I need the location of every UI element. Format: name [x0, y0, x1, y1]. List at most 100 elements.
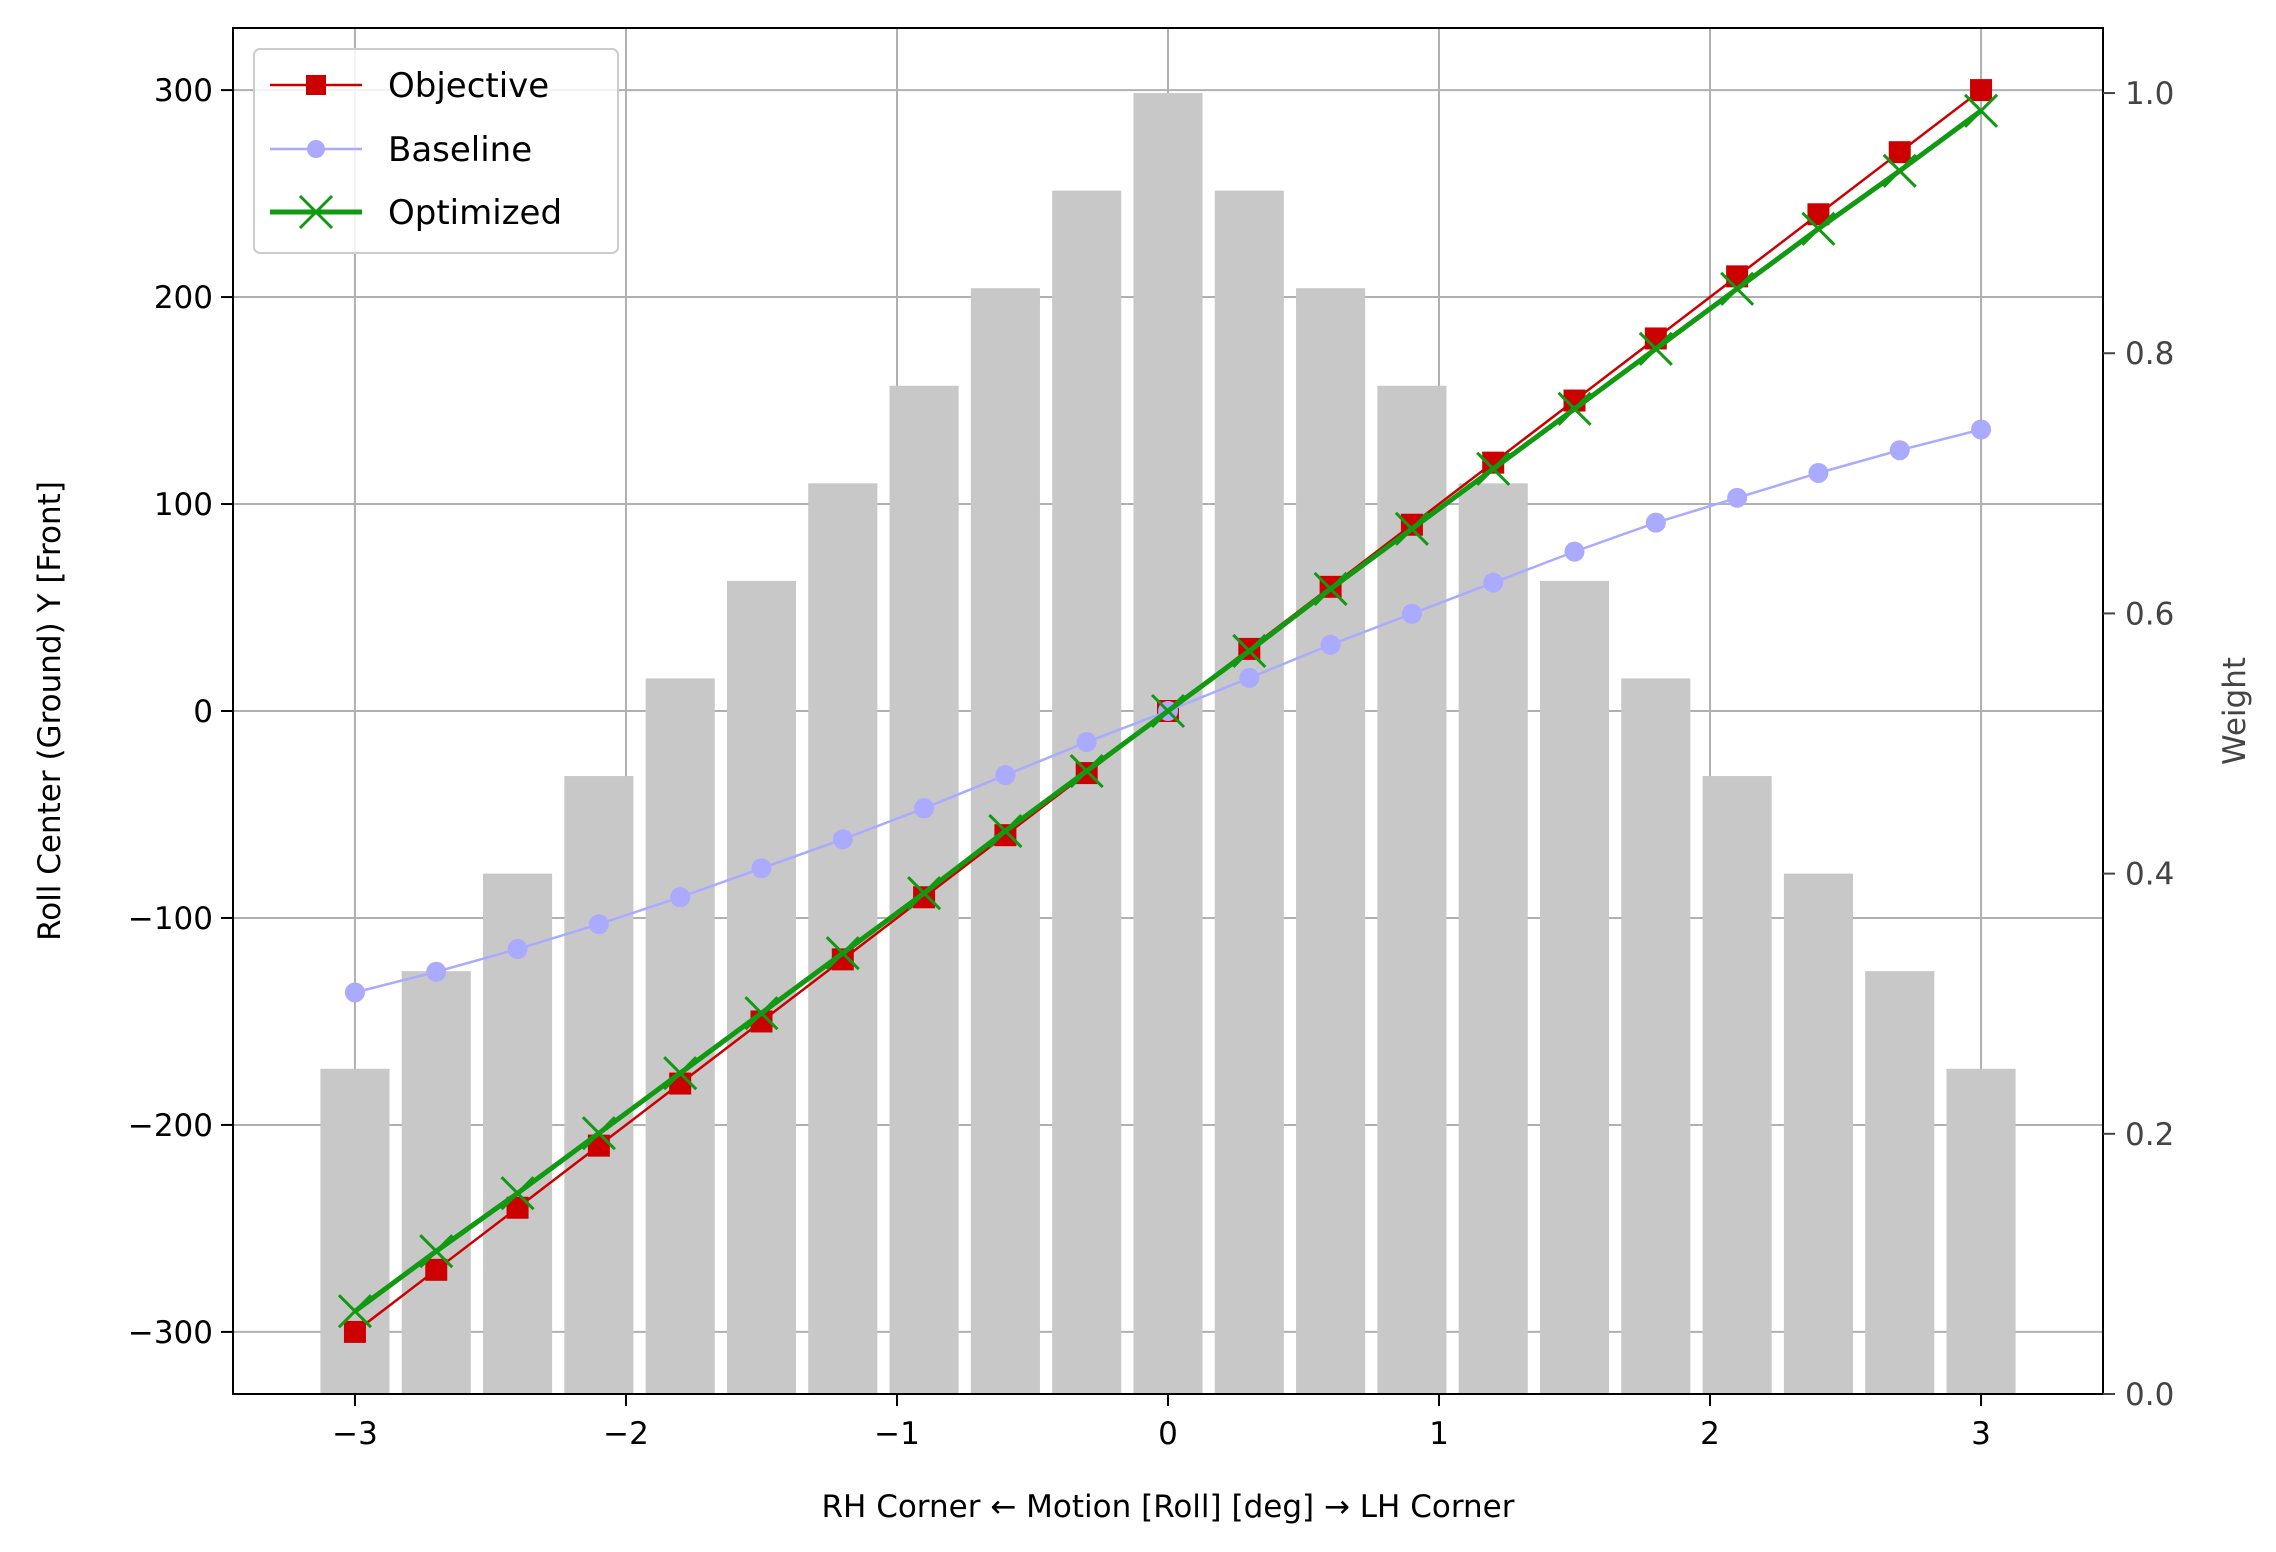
- legend: Objective Baseline Optimized: [253, 48, 619, 254]
- optimized-point: [1476, 451, 1511, 486]
- weight-bar: [564, 776, 634, 1394]
- baseline-point: [914, 798, 935, 819]
- optimized-point: [1150, 693, 1186, 729]
- weight-bar: [1296, 288, 1366, 1395]
- x-tick-label: 0: [1158, 1416, 1178, 1452]
- y2-tick-label: 0.0: [2125, 1377, 2174, 1413]
- baseline-point: [751, 858, 772, 879]
- y2-tick-label: 0.6: [2125, 596, 2174, 632]
- baseline-point: [588, 914, 609, 935]
- optimized-point: [1069, 753, 1104, 789]
- baseline-point: [1483, 572, 1504, 593]
- x-axis-label: RH Corner ← Motion [Roll] [deg] → LH Cor…: [821, 1489, 1514, 1525]
- x-tick-label: −1: [874, 1416, 920, 1452]
- weight-bar: [808, 483, 878, 1394]
- y-tick-label: 300: [154, 73, 213, 109]
- y-tick-label: −300: [128, 1315, 213, 1351]
- weight-bar: [645, 678, 715, 1394]
- weight-bar: [1865, 971, 1935, 1394]
- x-tick-label: 3: [1971, 1416, 1991, 1452]
- weight-bar: [401, 971, 471, 1394]
- optimized-point: [1963, 93, 1999, 128]
- legend-baseline-marker: [307, 140, 325, 158]
- weight-bar: [483, 873, 553, 1394]
- optimized-point: [825, 936, 860, 971]
- optimized-point: [581, 1116, 616, 1151]
- objective-point: [831, 948, 854, 971]
- legend-entry-objective: Objective: [270, 66, 549, 106]
- objective-point: [506, 1196, 529, 1219]
- weight-bar: [1539, 580, 1610, 1394]
- y-tick-label: 0: [193, 694, 213, 730]
- y2-tick-label: 0.2: [2125, 1117, 2174, 1153]
- objective-point: [1970, 79, 1993, 102]
- legend-optimized-marker: [298, 194, 334, 230]
- optimized-point: [337, 1294, 373, 1329]
- x-tick-label: −2: [603, 1416, 649, 1452]
- baseline-point: [670, 887, 691, 908]
- legend-box: [253, 48, 619, 254]
- weight-bar: [1377, 385, 1447, 1394]
- weight-bar: [1133, 93, 1203, 1395]
- baseline-point: [344, 982, 365, 1003]
- baseline-point: [426, 961, 447, 982]
- optimized-point: [500, 1176, 535, 1211]
- optimized-point: [1394, 511, 1429, 546]
- optimized-point: [1882, 153, 1917, 188]
- optimized-point: [1801, 211, 1836, 246]
- objective-point: [1482, 451, 1505, 474]
- baseline-point: [1076, 732, 1097, 753]
- optimized-point: [419, 1234, 454, 1269]
- y-tick-label: 100: [154, 487, 213, 523]
- series-lines: [337, 79, 1999, 1343]
- optimized-point: [1638, 331, 1673, 366]
- baseline-point: [1564, 541, 1585, 562]
- baseline-point: [1727, 487, 1748, 508]
- y2-axis-label: Weight: [2217, 657, 2253, 765]
- baseline-point: [995, 765, 1016, 786]
- baseline-point: [1320, 634, 1341, 655]
- x-tick-label: 1: [1429, 1416, 1449, 1452]
- objective-point: [343, 1320, 366, 1343]
- optimized-point: [1313, 571, 1348, 606]
- weight-bar: [1052, 190, 1122, 1395]
- y-tick-label: −200: [128, 1108, 213, 1144]
- y-tick-label: 200: [154, 280, 213, 316]
- baseline-point: [1889, 440, 1910, 461]
- optimized-point: [744, 996, 779, 1031]
- optimized-point: [1232, 633, 1267, 669]
- optimized-point: [907, 876, 942, 911]
- legend-optimized-label: Optimized: [388, 193, 562, 233]
- legend-baseline-label: Baseline: [388, 130, 532, 170]
- legend-objective-marker: [306, 75, 326, 95]
- axis-ticks: −3 −2 −1 0 1 2 3 −300 −200 −100 0 100 200 300 0.0 0.2 0.…: [128, 73, 2174, 1452]
- baseline-point: [832, 829, 853, 850]
- baseline-point: [1808, 462, 1829, 483]
- legend-entry-baseline: Baseline: [270, 130, 532, 170]
- weight-bar: [1783, 873, 1853, 1394]
- x-tick-label: −3: [332, 1416, 378, 1452]
- optimized-point: [1720, 271, 1755, 306]
- weight-bar: [1458, 483, 1528, 1394]
- weight-bar: [1946, 1068, 2016, 1394]
- y2-tick-label: 1.0: [2125, 76, 2174, 112]
- baseline-point: [1971, 419, 1992, 440]
- legend-entry-optimized: Optimized: [270, 193, 562, 233]
- weight-bar: [1214, 190, 1284, 1395]
- y-axis-label: Roll Center (Ground) Y [Front]: [32, 481, 68, 941]
- optimized-point: [663, 1056, 698, 1091]
- weight-bar: [1702, 776, 1772, 1394]
- objective-point: [1807, 203, 1830, 226]
- objective-point: [425, 1258, 448, 1281]
- baseline-point: [1645, 512, 1666, 533]
- baseline-point: [507, 939, 528, 960]
- x-tick-label: 2: [1700, 1416, 1720, 1452]
- weight-bars: [320, 93, 2016, 1395]
- y2-tick-label: 0.4: [2125, 857, 2174, 893]
- weight-bar: [320, 1068, 390, 1394]
- baseline-point: [1239, 667, 1260, 688]
- optimized-point: [1557, 391, 1592, 426]
- weight-bar: [726, 580, 797, 1394]
- optimized-point: [988, 813, 1023, 849]
